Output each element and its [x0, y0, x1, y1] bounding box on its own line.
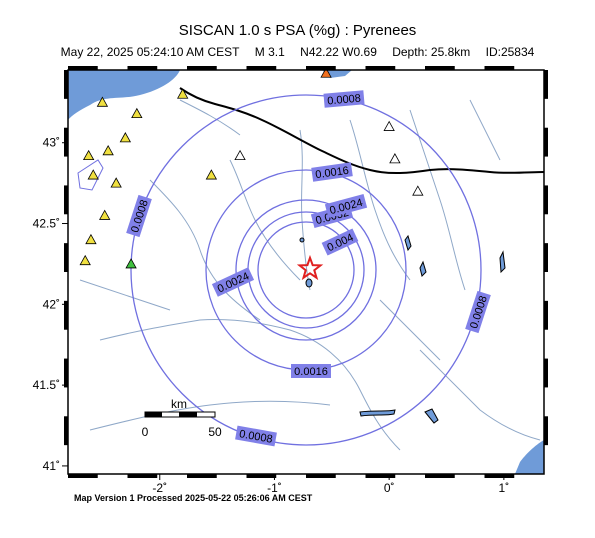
- station-triangle-icon: [177, 88, 189, 99]
- national-border: [179, 87, 544, 174]
- station-triangle-icon: [412, 185, 424, 196]
- station-triangle-icon: [389, 153, 401, 164]
- station-triangle-icon: [99, 209, 111, 220]
- event-location: N42.22 W0.69: [300, 45, 377, 59]
- event-magnitude: M 3.1: [254, 45, 285, 59]
- event-id: ID:25834: [485, 45, 535, 59]
- frame-border: [64, 66, 548, 478]
- contour-label: 0.0016: [311, 162, 353, 182]
- lon-tick-label: -2˚: [152, 481, 167, 495]
- contour-label: 0.0008: [323, 90, 365, 108]
- lon-tick-label: 1˚: [499, 481, 510, 495]
- station-triangle-icon: [131, 107, 143, 119]
- latitude-axis: 43˚ 42.5˚ 42˚ 41.5˚ 41˚: [33, 136, 68, 473]
- rivers: [79, 99, 541, 451]
- station-triangle-icon: [110, 177, 122, 188]
- longitude-axis: -2˚ -1˚ 0˚ 1˚: [152, 474, 509, 495]
- lat-tick-label: 42.5˚: [33, 217, 60, 231]
- station-triangle-icon: [87, 169, 99, 180]
- map-body: 0.004 0.0032 0.0024 0.0024 0.0016 0.0016: [68, 70, 544, 474]
- event-depth: Depth: 25.8km: [392, 45, 471, 59]
- lat-tick-label: 42˚: [43, 297, 60, 311]
- lon-tick-label: 0˚: [384, 481, 395, 495]
- station-triangle-icon: [234, 149, 246, 161]
- station-triangle-icon: [119, 132, 132, 143]
- svg-text:0.0008: 0.0008: [327, 93, 362, 108]
- scale-bar: km 0 50: [142, 397, 222, 439]
- scale-start: 0: [142, 425, 149, 439]
- station-triangle-icon: [102, 144, 114, 156]
- station-triangle-icon: [320, 70, 332, 78]
- reservoirs: [299, 234, 506, 424]
- lon-tick-label: -1˚: [267, 481, 282, 495]
- lat-tick-label: 43˚: [43, 136, 60, 150]
- lat-tick-label: 41˚: [43, 459, 60, 473]
- lat-tick-label: 41.5˚: [33, 378, 60, 392]
- station-triangle-icon: [125, 258, 137, 269]
- mediterranean-sea: [515, 440, 544, 474]
- station-triangle-icon: [82, 149, 95, 161]
- contour-label: 0.0016: [291, 364, 331, 378]
- station-triangle-icon: [383, 120, 395, 131]
- bay-of-biscay: [68, 70, 180, 120]
- map-version-footer: Map Version 1 Processed 2025-05-22 05:26…: [74, 493, 313, 503]
- scale-unit: km: [171, 397, 187, 411]
- svg-text:0.0016: 0.0016: [294, 366, 328, 378]
- svg-text:0.0016: 0.0016: [315, 165, 350, 182]
- station-triangle-icon: [79, 254, 91, 266]
- svg-text:0.0008: 0.0008: [238, 428, 273, 446]
- scale-end: 50: [208, 425, 222, 439]
- event-date: May 22, 2025 05:24:10 AM CEST: [60, 45, 240, 59]
- event-info: May 22, 2025 05:24:10 AM CEST M 3.1 N42.…: [0, 45, 595, 59]
- station-triangle-icon: [96, 96, 109, 107]
- epicenter-star-icon: [296, 254, 324, 281]
- contour-label: 0.0008: [235, 425, 277, 447]
- station-triangle-icon: [85, 233, 97, 245]
- station-triangle-icon: [205, 169, 218, 180]
- stations: [79, 70, 424, 269]
- map-title: SISCAN 1.0 s PSA (%g) : Pyrenees: [178, 22, 417, 39]
